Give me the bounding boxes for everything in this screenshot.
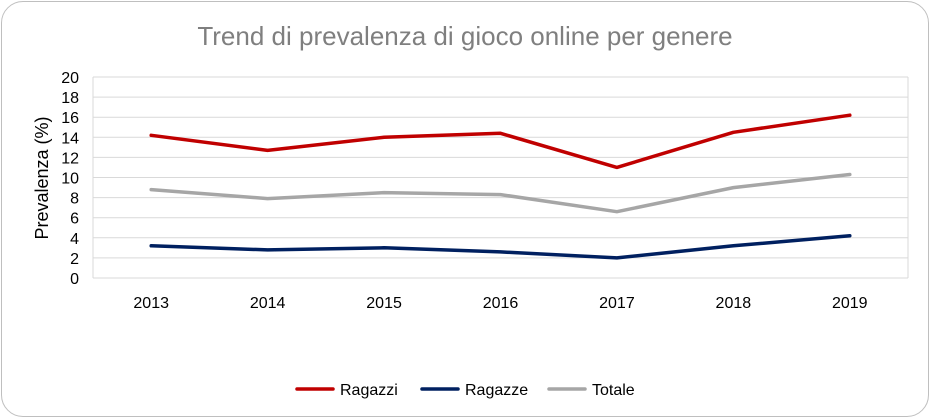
y-tick-label: 10 (61, 171, 79, 188)
y-tick-label: 0 (70, 271, 79, 288)
x-tick-label: 2018 (716, 295, 752, 312)
y-tick-label: 2 (70, 251, 79, 268)
legend: Ragazzi Ragazze Totale (295, 382, 635, 399)
y-tick-label: 18 (61, 90, 79, 107)
y-tick-label: 12 (61, 150, 79, 167)
x-tick-label: 2013 (133, 295, 169, 312)
x-tick-label: 2016 (483, 295, 519, 312)
chart-title: Trend di prevalenza di gioco online per … (197, 21, 732, 51)
x-tick-label: 2015 (366, 295, 402, 312)
y-tick-label: 16 (61, 110, 79, 127)
series-line-ragazze (149, 234, 852, 260)
y-tick-label: 14 (61, 130, 79, 147)
legend-label-ragazzi: Ragazzi (340, 382, 398, 399)
x-axis-ticks: 2013 2014 2015 2016 2017 2018 2019 (133, 295, 867, 312)
legend-label-ragazze: Ragazze (465, 382, 528, 399)
legend-label-totale: Totale (592, 382, 635, 399)
gridlines (92, 76, 909, 279)
x-tick-label: 2017 (599, 295, 635, 312)
series-line-ragazzi (149, 113, 852, 170)
x-tick-label: 2014 (250, 295, 286, 312)
y-tick-label: 20 (61, 70, 79, 87)
series-lines (149, 113, 852, 260)
y-axis-label: Prevalenza (%) (32, 116, 52, 239)
y-tick-label: 8 (70, 191, 79, 208)
series-line-totale (149, 172, 852, 214)
y-tick-label: 6 (70, 211, 79, 228)
y-axis-ticks: 0 2 4 6 8 10 12 14 16 18 20 (61, 70, 79, 288)
x-tick-label: 2019 (832, 295, 868, 312)
y-tick-label: 4 (70, 231, 79, 248)
